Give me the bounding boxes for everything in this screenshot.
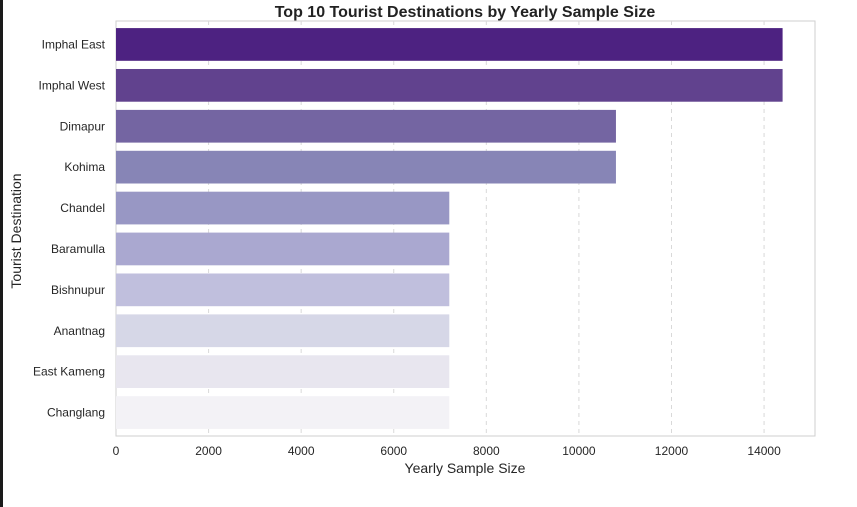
bar-bishnupur xyxy=(116,273,450,307)
bar-imphal-east xyxy=(116,28,783,61)
y-tick-labels: Imphal East Imphal West Dimapur Kohima Chand… xyxy=(33,37,106,419)
x-tick-label: 12000 xyxy=(655,444,689,458)
bar-baramulla xyxy=(116,232,450,266)
bar-imphal-west xyxy=(116,68,783,102)
bar-anantnag xyxy=(116,314,450,348)
x-tick-label: 8000 xyxy=(473,444,500,458)
chart-title: Top 10 Tourist Destinations by Yearly Sa… xyxy=(275,4,656,21)
x-tick-labels: 0 2000 4000 6000 8000 10000 12000 14000 xyxy=(113,444,781,458)
bar-kohima xyxy=(116,150,616,184)
y-tick-label: East Kameng xyxy=(33,365,105,379)
y-tick-label: Kohima xyxy=(64,160,105,174)
bars xyxy=(116,28,783,429)
y-tick-label: Imphal East xyxy=(42,37,106,51)
x-tick-label: 6000 xyxy=(380,444,407,458)
window-edge xyxy=(0,0,3,507)
y-tick-label: Dimapur xyxy=(60,119,105,133)
y-axis-label: Tourist Destination xyxy=(8,173,24,288)
y-tick-label: Baramulla xyxy=(51,242,105,256)
y-tick-label: Changlang xyxy=(47,406,105,420)
y-tick-label: Chandel xyxy=(60,201,105,215)
x-tick-label: 14000 xyxy=(747,444,781,458)
bar-dimapur xyxy=(116,109,616,143)
bar-chandel xyxy=(116,191,450,225)
x-axis-label: Yearly Sample Size xyxy=(405,460,526,476)
y-tick-label: Imphal West xyxy=(39,78,106,92)
bar-changlang xyxy=(116,396,450,429)
y-tick-label: Anantnag xyxy=(54,324,105,338)
bar-east-kameng xyxy=(116,355,450,389)
y-tick-label: Bishnupur xyxy=(51,283,105,297)
x-tick-label: 4000 xyxy=(288,444,315,458)
x-tick-label: 10000 xyxy=(562,444,596,458)
x-tick-label: 2000 xyxy=(195,444,222,458)
x-tick-label: 0 xyxy=(113,444,120,458)
